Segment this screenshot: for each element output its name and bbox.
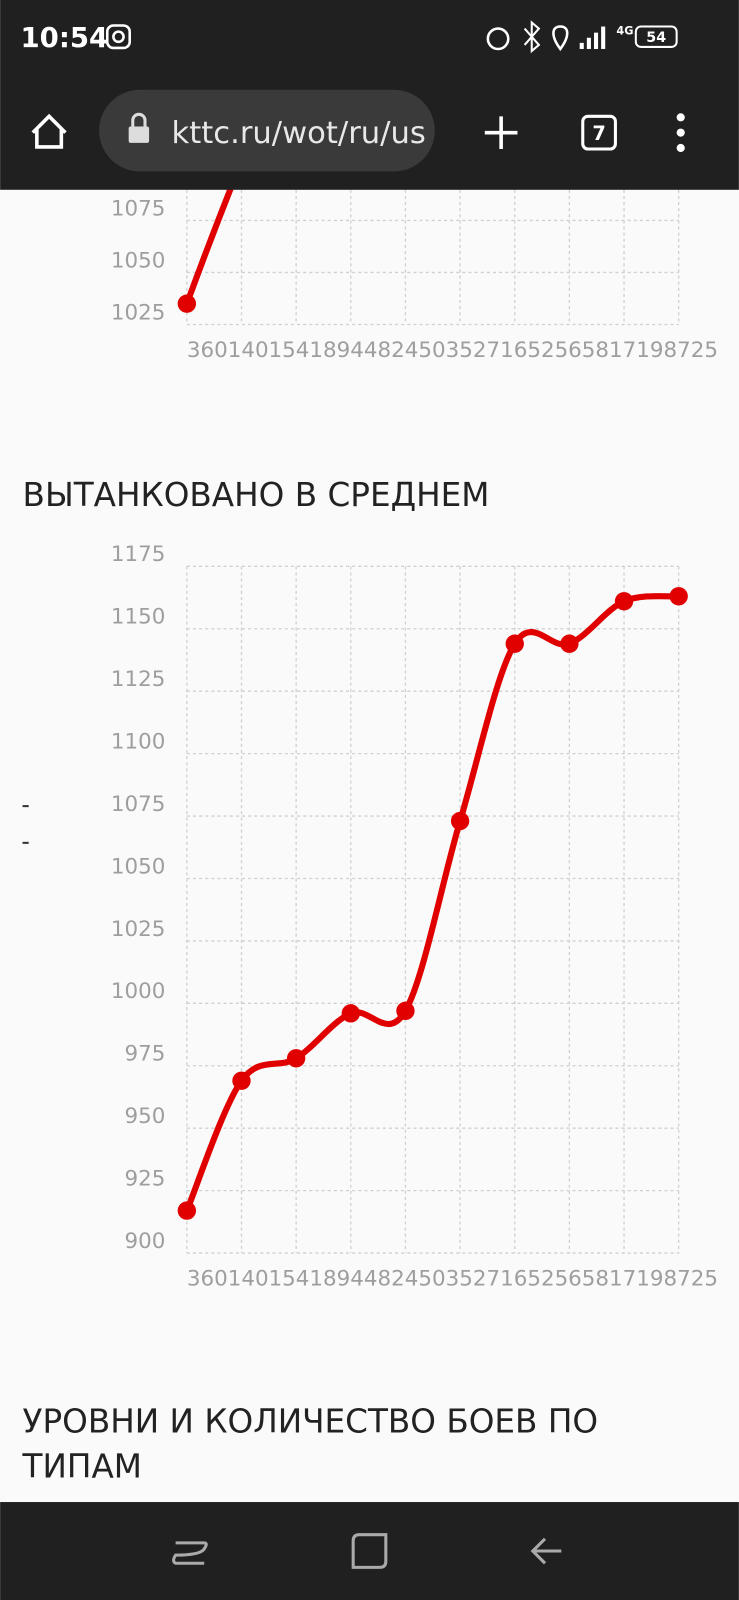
line <box>184 593 679 1212</box>
section-heading: УРОВНИ И КОЛИЧЕСТВО БОЕВ ПО <box>23 1403 599 1441</box>
y-tick-label: 1075 <box>111 792 165 817</box>
lock-icon <box>128 126 150 143</box>
point <box>614 592 634 611</box>
nav-bar <box>0 1502 739 1600</box>
y-tick-label: 900 <box>125 1229 166 1254</box>
point <box>232 1071 251 1090</box>
bluetooth-icon <box>523 20 541 54</box>
content: 1025 1050 1075 3601401541894482450352716525… <box>111 184 718 1292</box>
y-tick-label: 1150 <box>111 605 165 630</box>
y-tick-label: 1050 <box>111 854 165 879</box>
point <box>177 294 197 313</box>
point <box>505 634 524 653</box>
chart-title: ВЫТАНКОВАНО В СРЕДНЕМ <box>23 476 490 514</box>
home-button[interactable] <box>31 113 67 149</box>
x-axis-labels: 360140154189448245035271652565817198725 <box>187 338 718 363</box>
home-nav-button[interactable] <box>351 1533 388 1569</box>
url: kttc.ru/wot/ru/us <box>172 116 426 151</box>
battery-icon <box>634 25 678 48</box>
y-tick-label: 1025 <box>111 300 165 325</box>
y-tick-label: 1075 <box>111 196 165 221</box>
back-button[interactable] <box>530 1537 562 1565</box>
y-tick-label: 975 <box>125 1042 166 1067</box>
lock-icon <box>131 112 147 127</box>
address-bar[interactable] <box>99 89 435 172</box>
y-tick-label: 1000 <box>111 979 165 1004</box>
new-tab-button[interactable] <box>484 116 518 149</box>
alarm-icon <box>486 27 510 51</box>
line-continuation <box>183 184 235 305</box>
point <box>450 811 470 831</box>
tab-count: 7 <box>592 122 605 145</box>
y-tick-label: 1025 <box>111 917 165 942</box>
battery-level: 54 <box>646 30 666 46</box>
point <box>396 1001 415 1021</box>
y-tick-label: 1050 <box>111 248 165 273</box>
section-heading: ТИПАМ <box>22 1448 142 1486</box>
recents-button[interactable] <box>172 1541 208 1565</box>
point <box>177 1201 197 1220</box>
y-tick-label: 1125 <box>111 667 165 692</box>
y-tick-label: 925 <box>125 1167 166 1192</box>
point <box>341 1004 360 1023</box>
point <box>560 634 579 653</box>
tabs-button[interactable] <box>581 114 617 151</box>
x-axis-labels: 360140154189448245035271652565817198725 <box>187 1267 718 1292</box>
point <box>286 1049 306 1068</box>
clock: 10:54 <box>21 22 109 54</box>
instagram-icon <box>112 30 125 44</box>
y-tick-label: 1175 <box>111 542 165 567</box>
point <box>669 587 688 606</box>
y-tick-label: 950 <box>125 1104 166 1129</box>
signal-icon <box>579 26 606 49</box>
menu-button[interactable] <box>676 113 685 153</box>
location-icon <box>552 25 569 52</box>
instagram-icon <box>105 24 131 50</box>
y-tick-label: 1100 <box>111 730 165 755</box>
network-type: 4G <box>616 25 633 38</box>
